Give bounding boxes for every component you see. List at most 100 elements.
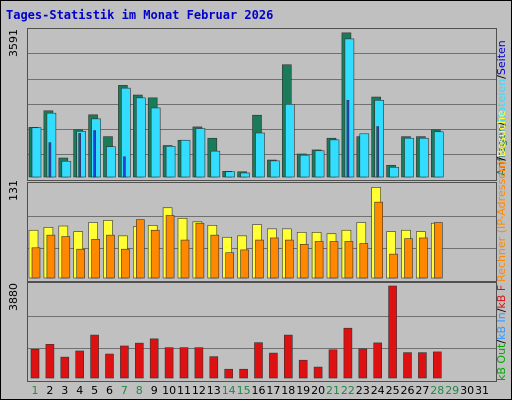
legend-item: Besuche (495, 110, 508, 158)
hosts-bar-5 (91, 239, 100, 279)
legend-middle: Rechner (IP-Adressen) / Besuche (495, 110, 508, 282)
hosts-bar-28 (433, 222, 443, 279)
kb-f-bar-8 (135, 342, 144, 379)
x-tick-label: 27 (415, 384, 430, 397)
x-tick-label: 11 (177, 384, 191, 397)
kb-f-bar-19 (298, 359, 308, 379)
files-bar-1 (31, 127, 42, 178)
x-tick-label: 6 (106, 384, 113, 397)
files-bar-16 (255, 132, 265, 178)
kb-f-bar-20 (313, 366, 323, 379)
kb-f-bar-22 (343, 327, 353, 379)
files-bar-13 (210, 150, 221, 178)
kb-f-bar-14 (224, 368, 233, 379)
kb-f-bar-9 (149, 338, 159, 379)
files-bar-7 (121, 87, 131, 178)
files-bar-21 (329, 139, 340, 178)
x-tick-label: 21 (326, 384, 340, 397)
grid-line (28, 79, 496, 80)
kb-f-bar-24 (373, 342, 383, 379)
legend-item: / (495, 339, 508, 344)
files-bar-11 (180, 139, 191, 178)
x-tick-label: 28 (430, 384, 445, 397)
x-tick-label: 29 (445, 384, 460, 397)
x-tick-label: 7 (120, 384, 128, 397)
hosts-bar-24 (374, 201, 384, 279)
kb-f-bar-1 (30, 349, 40, 379)
files-bar-9 (150, 107, 161, 178)
files-bar-19 (299, 154, 310, 178)
x-tick-label: 26 (400, 384, 415, 397)
hosts-bar-1 (31, 247, 41, 279)
kb-f-bar-11 (179, 347, 189, 379)
x-tick-label: 4 (76, 384, 84, 397)
x-tick-label: 5 (91, 384, 99, 397)
legend-item: kB In (495, 312, 508, 340)
pages-bar-7 (123, 156, 126, 178)
pages-bar-24 (376, 126, 380, 178)
hosts-bar-21 (329, 241, 339, 279)
files-bar-6 (106, 146, 116, 178)
hosts-bar-27 (419, 237, 428, 279)
files-bar-15 (240, 172, 250, 178)
hosts-bar-2 (46, 234, 56, 279)
files-bar-26 (404, 137, 414, 178)
x-tick-label: 12 (191, 384, 206, 397)
x-tick-label: 13 (206, 384, 221, 397)
kb-f-bar-12 (194, 347, 204, 379)
x-tick-label: 1 (31, 384, 39, 397)
pages-bar-5 (93, 130, 96, 178)
x-tick-label: 19 (296, 384, 311, 397)
x-tick-label: 14 (221, 384, 236, 397)
kb-f-bar-17 (269, 352, 278, 379)
pages-bar-2 (48, 142, 52, 178)
kb-f-bar-4 (75, 350, 84, 379)
files-bar-14 (225, 171, 235, 178)
chart-title: Tages-Statistik im Monat Februar 2026 (6, 8, 274, 22)
x-tick-label: 17 (266, 384, 281, 397)
files-bar-24 (374, 99, 385, 178)
kb-f-bar-26 (403, 352, 412, 379)
files-bar-28 (433, 131, 444, 178)
files-bar-10 (165, 146, 176, 178)
kb-f-bar-16 (254, 342, 263, 379)
hosts-bar-16 (255, 239, 264, 279)
kb-f-bar-28 (432, 351, 442, 379)
hosts-bar-6 (106, 234, 115, 279)
kb-f-bar-3 (60, 356, 70, 379)
kb-f-bar-7 (120, 345, 129, 379)
hosts-bar-7 (121, 248, 130, 279)
x-tick-label: 16 (251, 384, 266, 397)
grid-line (28, 53, 496, 54)
hosts-bar-11 (180, 239, 190, 279)
legend-item: kB Out (495, 343, 508, 381)
files-bar-18 (284, 104, 295, 178)
grid-line (28, 316, 496, 317)
hosts-bar-17 (270, 237, 279, 279)
legend-item: Rechner (IP-Adressen) (495, 160, 508, 282)
kb-f-bar-18 (283, 334, 293, 379)
files-bar-12 (195, 128, 206, 178)
files-bar-5 (91, 118, 101, 178)
hosts-bar-22 (344, 241, 354, 279)
hosts-bar-26 (404, 238, 413, 279)
x-tick-label: 20 (311, 384, 326, 397)
files-bar-23 (359, 133, 370, 178)
x-tick-label: 2 (46, 384, 54, 397)
hosts-bar-10 (165, 215, 175, 279)
x-tick-label: 8 (135, 384, 143, 397)
x-tick-label: 24 (370, 384, 385, 397)
kb-f-bar-27 (418, 352, 427, 379)
files-bar-20 (314, 150, 325, 178)
grid-line (28, 129, 496, 130)
pages-bar-22 (346, 99, 350, 178)
grid-line (28, 216, 496, 217)
files-bar-8 (136, 97, 146, 178)
kb-f-bar-6 (105, 353, 114, 379)
kb-f-bar-25 (388, 285, 397, 379)
x-tick-label: 9 (150, 384, 158, 397)
x-tick-label: 31 (475, 384, 489, 397)
files-bar-2 (46, 112, 57, 178)
x-tick-label: 15 (236, 384, 251, 397)
x-tick-label: 23 (355, 384, 370, 397)
